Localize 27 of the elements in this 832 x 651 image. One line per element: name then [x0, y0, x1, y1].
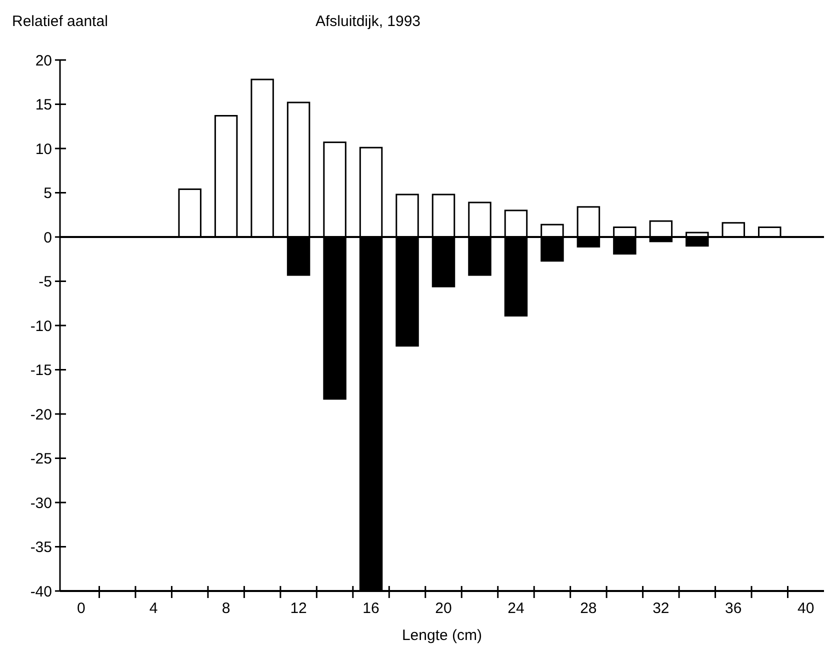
x-axis-title: Lengte (cm) — [402, 627, 482, 644]
y-tick-label: -25 — [30, 450, 52, 468]
y-tick-label: -10 — [30, 318, 52, 335]
x-tick-label: 24 — [508, 600, 524, 617]
y-tick-label: 5 — [44, 185, 52, 202]
y-tick-label: -5 — [38, 274, 52, 290]
y-tick-label: -15 — [30, 362, 52, 379]
y-tick-label: -35 — [30, 539, 52, 556]
x-tick-label: 4 — [149, 600, 158, 617]
y-tick-label: 0 — [44, 229, 52, 246]
y-tick-label: 10 — [35, 140, 52, 158]
x-tick-label: 0 — [76, 600, 86, 617]
y-tick-label: -30 — [30, 494, 52, 512]
y-tick-label: 20 — [35, 52, 52, 70]
x-tick-label: 40 — [798, 600, 814, 617]
x-tick-label: 16 — [362, 600, 380, 617]
y-tick-label: -20 — [30, 406, 52, 424]
x-tick-label: 12 — [290, 600, 307, 617]
x-tick-label: 36 — [725, 600, 742, 617]
y-tick-label: 15 — [35, 96, 52, 114]
x-tick-label: 20 — [435, 600, 452, 617]
x-tick-label: 28 — [580, 600, 597, 617]
x-tick-label: 32 — [652, 600, 670, 617]
chart-title: Afsluitdijk, 1993 — [315, 13, 421, 30]
y-axis-title: Relatief aantal — [12, 13, 108, 30]
x-tick-label: 8 — [222, 600, 230, 617]
y-tick-label: -40 — [30, 583, 52, 600]
